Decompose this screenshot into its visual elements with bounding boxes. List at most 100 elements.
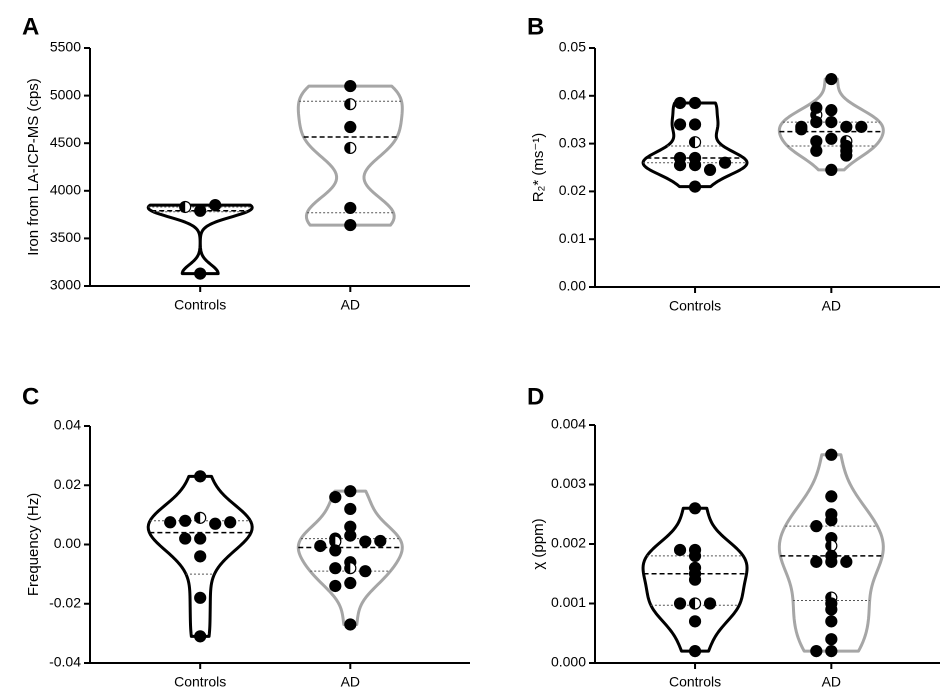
data-point bbox=[825, 633, 838, 646]
y-tick-label: -0.02 bbox=[49, 594, 81, 610]
x-tick-label: Controls bbox=[174, 297, 226, 313]
data-point bbox=[314, 539, 327, 553]
data-point bbox=[825, 514, 838, 527]
y-tick-label: 0.02 bbox=[559, 182, 586, 198]
panel: B R₂* (ms⁻¹) 0.00 0.01 0.02 0.03 0.04 0.05 Contr… bbox=[527, 13, 940, 314]
data-point bbox=[810, 644, 823, 658]
point-half bbox=[194, 512, 201, 524]
data-point bbox=[825, 448, 838, 461]
data-point bbox=[673, 118, 687, 131]
data-point bbox=[688, 561, 702, 574]
y-tick-label: 0.004 bbox=[551, 416, 586, 432]
y-tick-label: 3000 bbox=[50, 277, 81, 293]
data-point bbox=[344, 529, 357, 542]
y-tick-label: 0.003 bbox=[551, 475, 586, 491]
y-tick-label: 0.02 bbox=[54, 476, 81, 492]
data-point bbox=[855, 120, 868, 133]
point-half bbox=[344, 142, 351, 154]
data-point bbox=[810, 555, 823, 568]
data-point bbox=[673, 159, 687, 172]
data-point bbox=[718, 156, 732, 169]
data-point bbox=[344, 201, 357, 215]
data-point bbox=[194, 532, 207, 545]
data-point bbox=[209, 198, 222, 212]
x-tick-label: Controls bbox=[669, 674, 721, 690]
data-point bbox=[329, 579, 342, 593]
data-point bbox=[688, 118, 702, 131]
panel-letter: A bbox=[22, 13, 39, 40]
data-point bbox=[810, 520, 823, 533]
panel-letter: D bbox=[527, 383, 544, 410]
data-point bbox=[344, 79, 357, 93]
panel-letter: C bbox=[22, 383, 39, 410]
data-point bbox=[344, 502, 357, 516]
data-point bbox=[688, 159, 702, 172]
data-point bbox=[224, 516, 237, 529]
data-point bbox=[673, 543, 687, 557]
point-half bbox=[344, 562, 351, 574]
data-point bbox=[359, 535, 372, 548]
panel: Dχ (ppm) 0.000 0.001 0.002 0.003 0.004 Control… bbox=[527, 383, 940, 690]
data-point bbox=[688, 96, 702, 110]
x-tick-label: Controls bbox=[669, 298, 721, 314]
data-point bbox=[329, 544, 342, 557]
violin bbox=[296, 84, 404, 227]
y-tick-label: 4500 bbox=[50, 134, 81, 150]
data-point bbox=[688, 615, 702, 628]
x-tick-label: AD bbox=[822, 298, 841, 314]
violin bbox=[146, 203, 254, 276]
y-tick-label: 4000 bbox=[50, 182, 81, 198]
y-tick-label: 0.04 bbox=[559, 87, 586, 103]
y-tick-label: 0.002 bbox=[551, 535, 586, 551]
data-point bbox=[329, 491, 342, 504]
point-half bbox=[689, 598, 696, 609]
x-tick-label: AD bbox=[341, 297, 360, 313]
point-half bbox=[329, 536, 336, 548]
y-axis-label: Frequency (Hz) bbox=[25, 493, 42, 596]
data-point bbox=[825, 104, 838, 117]
violin bbox=[641, 506, 749, 653]
violin bbox=[777, 453, 885, 653]
data-point bbox=[194, 204, 207, 217]
y-tick-label: 5500 bbox=[50, 39, 81, 55]
y-tick-label: 0.00 bbox=[559, 278, 586, 294]
y-tick-label: -0.04 bbox=[49, 654, 81, 670]
data-point bbox=[194, 470, 207, 483]
data-point bbox=[209, 517, 222, 530]
y-axis-label: χ (ppm) bbox=[530, 518, 547, 569]
y-tick-label: 0.00 bbox=[54, 535, 81, 551]
data-point bbox=[673, 597, 687, 610]
data-point bbox=[703, 163, 717, 176]
data-point bbox=[825, 644, 838, 658]
x-tick-label: Controls bbox=[174, 674, 226, 690]
panel: A Iron from LA-ICP-MS (cps) 3000 3500 4000 45… bbox=[22, 13, 470, 313]
data-point bbox=[825, 555, 838, 568]
point-half bbox=[825, 540, 832, 552]
data-point bbox=[194, 591, 207, 604]
y-tick-label: 5000 bbox=[50, 86, 81, 102]
y-tick-label: 0.04 bbox=[54, 417, 81, 433]
y-tick-label: 3500 bbox=[50, 229, 81, 245]
data-point bbox=[194, 267, 207, 280]
data-point bbox=[344, 218, 357, 232]
y-tick-label: 0.03 bbox=[559, 134, 586, 150]
data-point bbox=[825, 72, 838, 86]
data-point bbox=[344, 120, 357, 134]
data-point bbox=[329, 562, 342, 575]
data-point bbox=[825, 163, 838, 176]
data-point bbox=[688, 549, 702, 563]
y-tick-label: 0.000 bbox=[551, 654, 586, 670]
data-point bbox=[688, 573, 702, 586]
data-point bbox=[825, 132, 838, 145]
y-axis-label: R₂* (ms⁻¹) bbox=[530, 133, 547, 203]
data-point bbox=[359, 565, 372, 578]
y-axis-label: Iron from LA-ICP-MS (cps) bbox=[25, 78, 42, 256]
panel-letter: B bbox=[527, 13, 544, 40]
data-point bbox=[825, 115, 838, 129]
data-point bbox=[795, 123, 808, 136]
data-point bbox=[344, 485, 357, 498]
data-point bbox=[810, 101, 823, 114]
violin bbox=[146, 474, 254, 638]
data-point bbox=[164, 516, 177, 529]
